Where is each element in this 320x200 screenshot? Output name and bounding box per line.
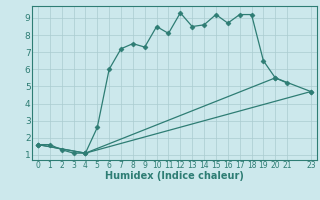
X-axis label: Humidex (Indice chaleur): Humidex (Indice chaleur): [105, 171, 244, 181]
